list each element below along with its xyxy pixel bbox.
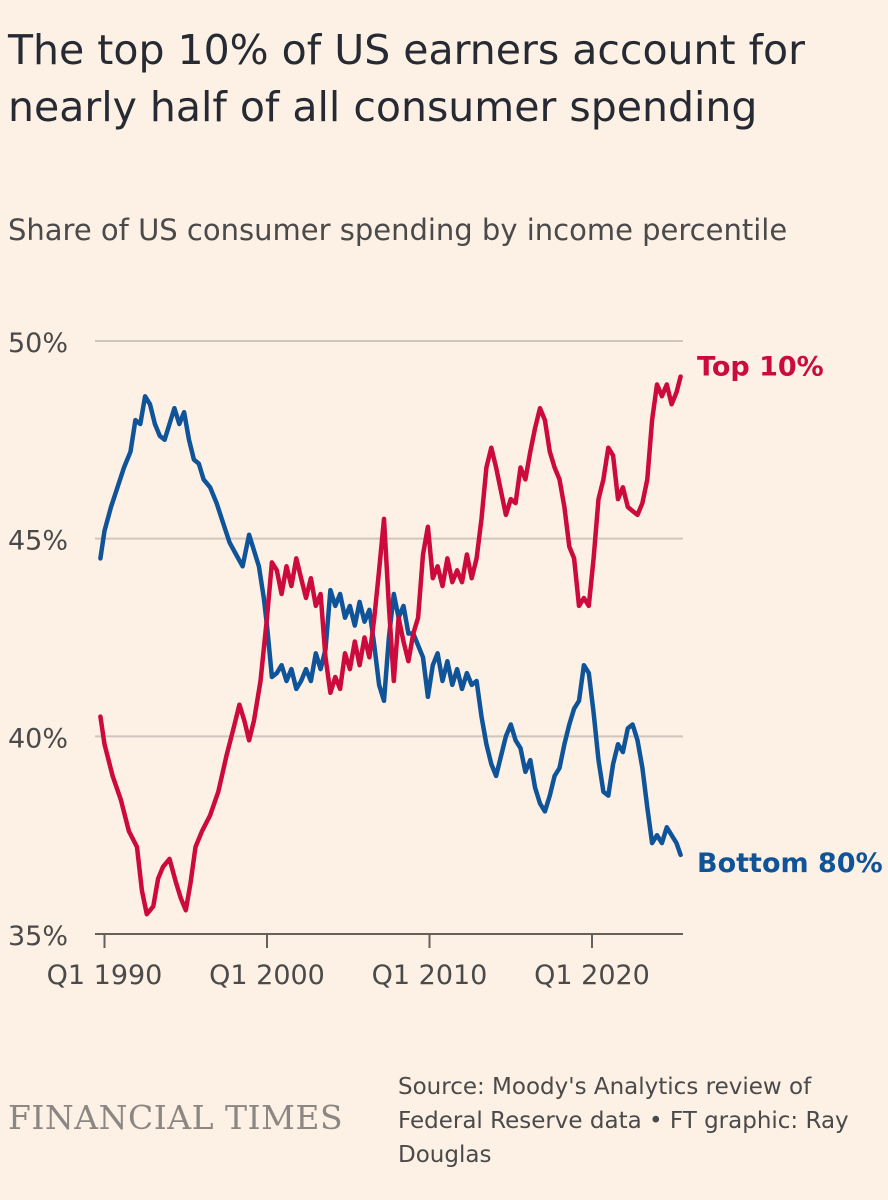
x-tick-label: Q1 2000 — [209, 960, 325, 991]
series-line-top-10 — [98, 374, 683, 917]
y-tick-label: 35% — [8, 921, 68, 952]
y-tick-label: 45% — [8, 526, 68, 557]
gridlines — [95, 340, 683, 738]
series-lines — [98, 374, 683, 917]
source-note: Source: Moody's Analytics review of Fede… — [398, 1074, 849, 1168]
series-label-top-10: Top 10% — [697, 352, 824, 383]
y-axis-tick-labels: 35% 40% 45% 50% — [8, 328, 68, 952]
financial-times-logo: FINANCIAL TIMES — [8, 1098, 344, 1137]
series-labels: Top 10% Bottom 80% — [697, 352, 883, 879]
y-tick-label: 50% — [8, 328, 68, 359]
x-axis: Q1 1990 Q1 2000 Q1 2010 Q1 2020 — [47, 933, 683, 991]
y-tick-label: 40% — [8, 723, 68, 754]
series-label-bottom-80: Bottom 80% — [697, 848, 883, 879]
chart-title: The top 10% of US earners account for ne… — [8, 26, 805, 131]
x-tick-label: Q1 1990 — [47, 960, 163, 991]
chart-subtitle: Share of US consumer spending by income … — [8, 213, 788, 247]
x-tick-label: Q1 2010 — [372, 960, 488, 991]
x-tick-label: Q1 2020 — [534, 960, 650, 991]
